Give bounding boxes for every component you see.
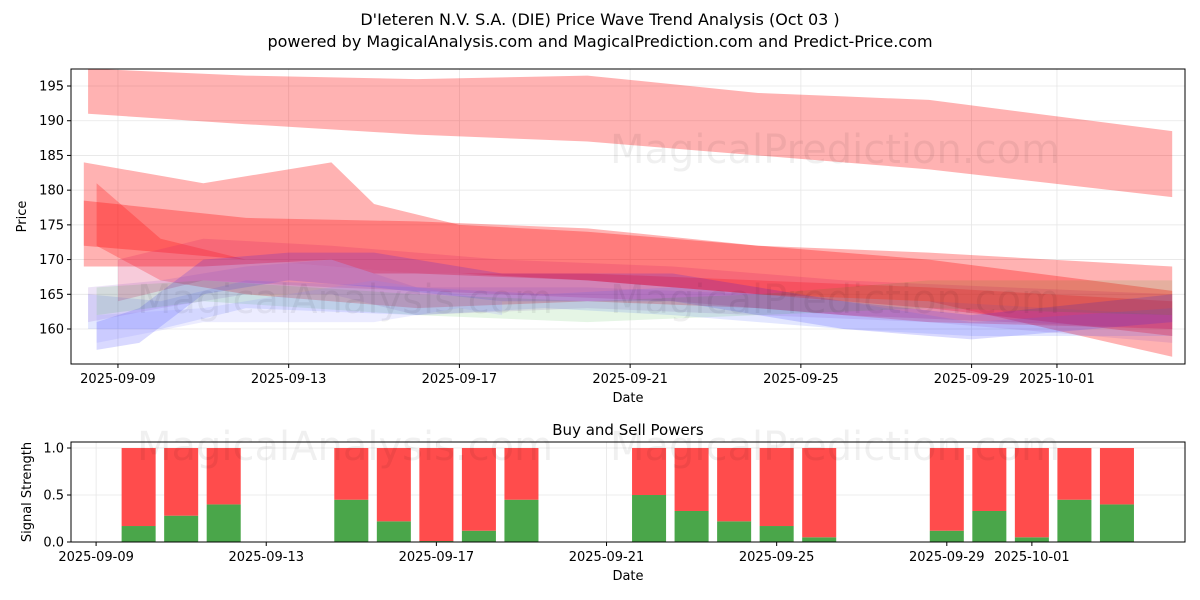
x-tick-label: 2025-10-01 (994, 550, 1070, 565)
y-tick-label: 0.0 (43, 536, 64, 551)
watermark: MagicalPrediction.com (610, 127, 1060, 173)
subplot-title: Buy and Sell Powers (552, 421, 704, 439)
x-tick-label: 2025-09-17 (422, 372, 498, 387)
y-tick-label: 180 (39, 184, 64, 199)
buy-bar (206, 504, 241, 542)
y-axis-label: Signal Strength (20, 442, 35, 542)
y-tick-label: 165 (39, 288, 64, 303)
watermark: MagicalPrediction.com (610, 277, 1060, 323)
wave-band (96, 252, 1173, 350)
wave-band (96, 280, 1173, 323)
y-tick-label: 190 (39, 114, 64, 129)
x-tick-label: 2025-09-09 (80, 372, 156, 387)
watermark: MagicalAnalysis.com (137, 277, 553, 323)
wave-band (96, 280, 503, 343)
wave-band (117, 238, 1173, 330)
x-tick-label: 2025-09-29 (934, 372, 1010, 387)
sell-bar (206, 448, 241, 505)
x-tick-label: 2025-09-13 (251, 372, 327, 387)
x-tick-label: 2025-09-09 (58, 550, 134, 565)
x-tick-label: 2025-09-17 (399, 550, 475, 565)
sell-bar (419, 448, 454, 542)
sell-bar (1099, 448, 1134, 505)
x-tick-label: 2025-09-13 (228, 550, 304, 565)
buy-bar (802, 537, 837, 542)
buy-bar (1014, 537, 1049, 542)
sell-bar (929, 448, 964, 531)
buy-bar (504, 499, 539, 542)
wave-band (96, 183, 1173, 330)
sell-bar (461, 448, 496, 531)
watermark: MagicalPrediction.com (610, 424, 1060, 470)
sell-bar (759, 448, 794, 527)
sell-bar (717, 448, 752, 522)
buy-bar (461, 530, 496, 542)
wave-band (83, 162, 1173, 357)
sell-bar (972, 448, 1007, 511)
sell-bar (802, 448, 837, 538)
buy-bar (1057, 499, 1092, 542)
x-axis-label: Date (612, 569, 643, 584)
y-tick-label: 185 (39, 149, 64, 164)
sell-bar (164, 448, 199, 516)
buy-bar (1099, 504, 1134, 542)
wave-bands (83, 69, 1173, 357)
x-tick-label: 2025-09-29 (909, 550, 985, 565)
buy-bar (376, 521, 411, 542)
sell-bar (1014, 448, 1049, 538)
y-tick-label: 195 (39, 80, 64, 95)
buy-sell-plot: Buy and Sell Powers 0.0 0.5 1.0 2025-09-09 20… (20, 421, 1186, 584)
x-tick-label: 2025-09-25 (739, 550, 815, 565)
chart-subtitle: powered by MagicalAnalysis.com and Magic… (267, 32, 932, 51)
buy-bar (632, 495, 667, 542)
plot-frame (70, 68, 1186, 365)
buy-bar (717, 521, 752, 542)
y-tick-label: 160 (39, 323, 64, 338)
y-axis-label: Price (15, 201, 30, 233)
wave-band (83, 200, 1173, 336)
wave-band (88, 69, 1173, 198)
x-tick-label: 2025-10-01 (1019, 372, 1095, 387)
y-tick-label: 0.5 (43, 489, 64, 504)
x-tick-label: 2025-09-21 (569, 550, 645, 565)
plot-frame (70, 441, 1186, 543)
price-wave-plot: 160 165 170 175 180 185 190 195 2025-09-09 2025-0… (15, 68, 1186, 406)
sell-bar (334, 448, 369, 500)
buy-bar (121, 526, 156, 542)
sell-bar (121, 448, 156, 527)
buy-bar (972, 510, 1007, 542)
wave-band (88, 280, 1173, 336)
sell-bar (504, 448, 539, 500)
sell-bar (1057, 448, 1092, 500)
x-tick-label: 2025-09-21 (592, 372, 668, 387)
buy-bar (334, 499, 369, 542)
y-tick-label: 170 (39, 253, 64, 268)
y-tick-label: 175 (39, 218, 64, 233)
buy-bar (929, 530, 964, 542)
x-axis-label: Date (612, 391, 643, 406)
sell-bar (674, 448, 709, 511)
watermark: MagicalAnalysis.com (137, 424, 553, 470)
sell-bar (376, 448, 411, 522)
buy-bar (164, 515, 199, 542)
watermark: MagicalAnalysis.com (137, 127, 553, 173)
wave-band (88, 259, 1173, 343)
buy-bar (674, 510, 709, 542)
buy-bar (759, 526, 794, 542)
sell-bar (632, 448, 667, 496)
y-tick-label: 1.0 (43, 442, 64, 457)
x-tick-label: 2025-09-25 (763, 372, 839, 387)
chart-title: D'Ieteren N.V. S.A. (DIE) Price Wave Tre… (360, 10, 839, 29)
